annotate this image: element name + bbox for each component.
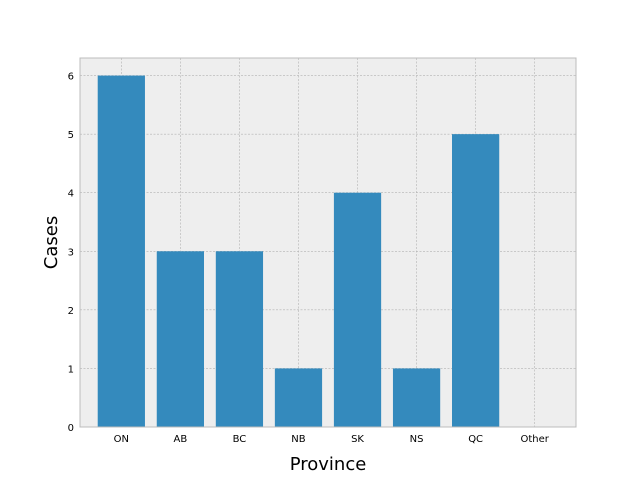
y-tick-label: 0 (68, 423, 74, 434)
bar-ns (392, 368, 441, 427)
bar-nb (274, 368, 323, 427)
bar-bc (215, 251, 264, 427)
y-tick-label: 1 (68, 364, 74, 375)
y-tick-label: 5 (68, 130, 74, 141)
x-axis-label: Province (290, 454, 367, 475)
y-axis-label: Cases (41, 216, 62, 269)
bar-ab (156, 251, 204, 427)
x-tick-label: BC (233, 434, 247, 445)
x-tick-label: NS (410, 434, 424, 445)
bars (97, 75, 500, 428)
x-tick-label: Other (520, 434, 549, 445)
plot-area (80, 58, 576, 427)
y-axis-ticks: 0 1 2 3 4 5 6 (68, 72, 74, 434)
y-tick-label: 4 (68, 189, 74, 200)
bar-sk (333, 192, 382, 427)
bar-on (97, 75, 145, 428)
bar-qc (452, 134, 500, 427)
y-tick-label: 2 (68, 306, 74, 317)
x-tick-label: AB (174, 434, 188, 445)
x-tick-label: ON (114, 434, 129, 445)
x-tick-label: SK (351, 434, 364, 445)
x-tick-label: NB (291, 434, 305, 445)
y-tick-label: 3 (68, 247, 74, 258)
plot-frame (79, 57, 577, 428)
x-tick-label: QC (468, 434, 483, 445)
y-tick-label: 6 (68, 72, 74, 83)
x-axis-ticks: ON AB BC NB SK NS QC Other (114, 434, 550, 445)
